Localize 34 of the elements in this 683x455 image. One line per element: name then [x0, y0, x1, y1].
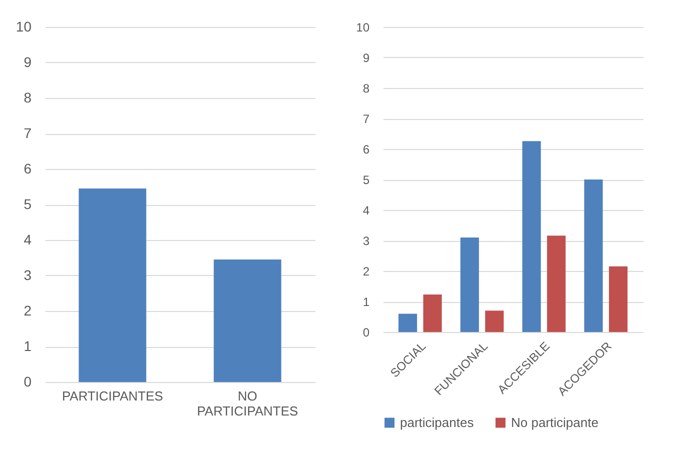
legend-label: participantes [400, 414, 474, 430]
bar [485, 310, 504, 332]
y-tick-label: 0 [24, 374, 32, 390]
x-tick-label: NO PARTICIPANTES [196, 388, 298, 418]
y-tick-label: 4 [362, 204, 370, 218]
y-tick-label: 5 [362, 173, 370, 187]
y-tick-label: 3 [362, 234, 370, 248]
y-tick-label: 8 [362, 82, 370, 96]
x-tick-label: PARTICIPANTES [62, 388, 164, 404]
y-tick-label: 5 [24, 196, 32, 212]
bar [547, 236, 566, 332]
bar [423, 294, 442, 332]
y-tick-label: 4 [24, 232, 32, 248]
y-tick-label: 7 [24, 125, 32, 141]
y-tick-label: 1 [362, 295, 370, 309]
y-tick-label: 6 [24, 160, 32, 176]
y-tick-label: 0 [362, 326, 370, 340]
y-tick-label: 9 [362, 51, 370, 65]
bar [608, 266, 628, 332]
bar [460, 237, 479, 332]
y-tick-label: 10 [356, 20, 370, 34]
y-tick-label: 7 [362, 112, 370, 126]
legend-label: No participante [511, 414, 598, 430]
y-tick-label: 8 [24, 90, 32, 106]
y-tick-label: 9 [24, 54, 32, 70]
bar [398, 314, 418, 332]
y-tick-label: 2 [24, 302, 32, 318]
y-tick-label: 3 [24, 267, 32, 283]
y-tick-label: 2 [362, 264, 370, 278]
y-tick-label: 1 [24, 338, 32, 354]
y-tick-label: 6 [362, 142, 370, 156]
bar [522, 141, 541, 332]
bar [584, 180, 603, 332]
y-tick-label: 10 [16, 18, 32, 34]
